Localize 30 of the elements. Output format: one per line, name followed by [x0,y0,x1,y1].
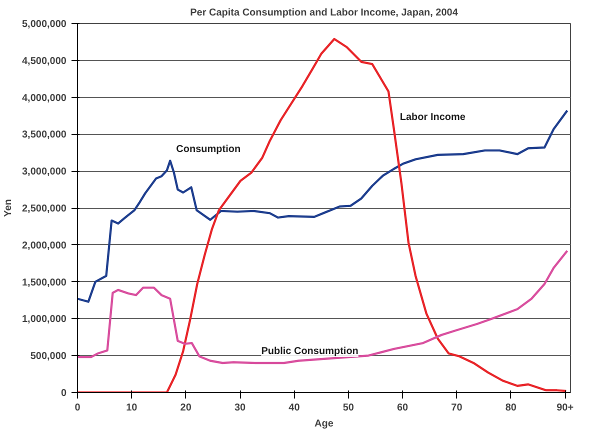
annotation: Public Consumption [261,346,358,357]
x-tick-label: 60 [396,402,409,414]
y-axis-title: Yen [3,199,14,217]
x-tick-label: 80 [505,402,517,414]
x-tick-label: 70 [451,402,463,414]
y-tick-label: 0 [60,388,67,399]
line-series [78,250,568,364]
line-series [78,38,568,392]
line-series [78,109,568,303]
y-tick-label: 1,500,000 [22,277,67,288]
x-tick-label: 50 [342,402,354,414]
y-tick-label: 2,500,000 [22,204,67,214]
x-tick-label: 30 [234,402,246,414]
x-tick-label: 10 [126,402,138,414]
y-tick-label: 4,500,000 [22,56,67,67]
chart-title: Per Capita Consumption and Labor Income, Japan, 2004 [190,8,458,18]
x-tick-label: 0 [74,402,81,414]
y-tick-label: 3,000,000 [22,166,67,178]
y-tick-label: 3,500,000 [22,130,67,141]
y-tick-label: 1,000,000 [22,314,67,326]
x-axis-title: Age [314,418,334,430]
annotation: Consumption [176,144,241,155]
x-tick-label: 90+ [556,402,574,414]
y-tick-label: 5,000,000 [22,19,67,30]
x-tick-label: 20 [180,402,192,414]
y-tick-label: 2,000,000 [22,240,67,252]
annotation: Labor Income [400,112,466,124]
y-tick-label: 4,000,000 [22,92,67,104]
y-tick-label: 500,000 [30,351,67,362]
x-tick-label: 40 [288,402,300,414]
